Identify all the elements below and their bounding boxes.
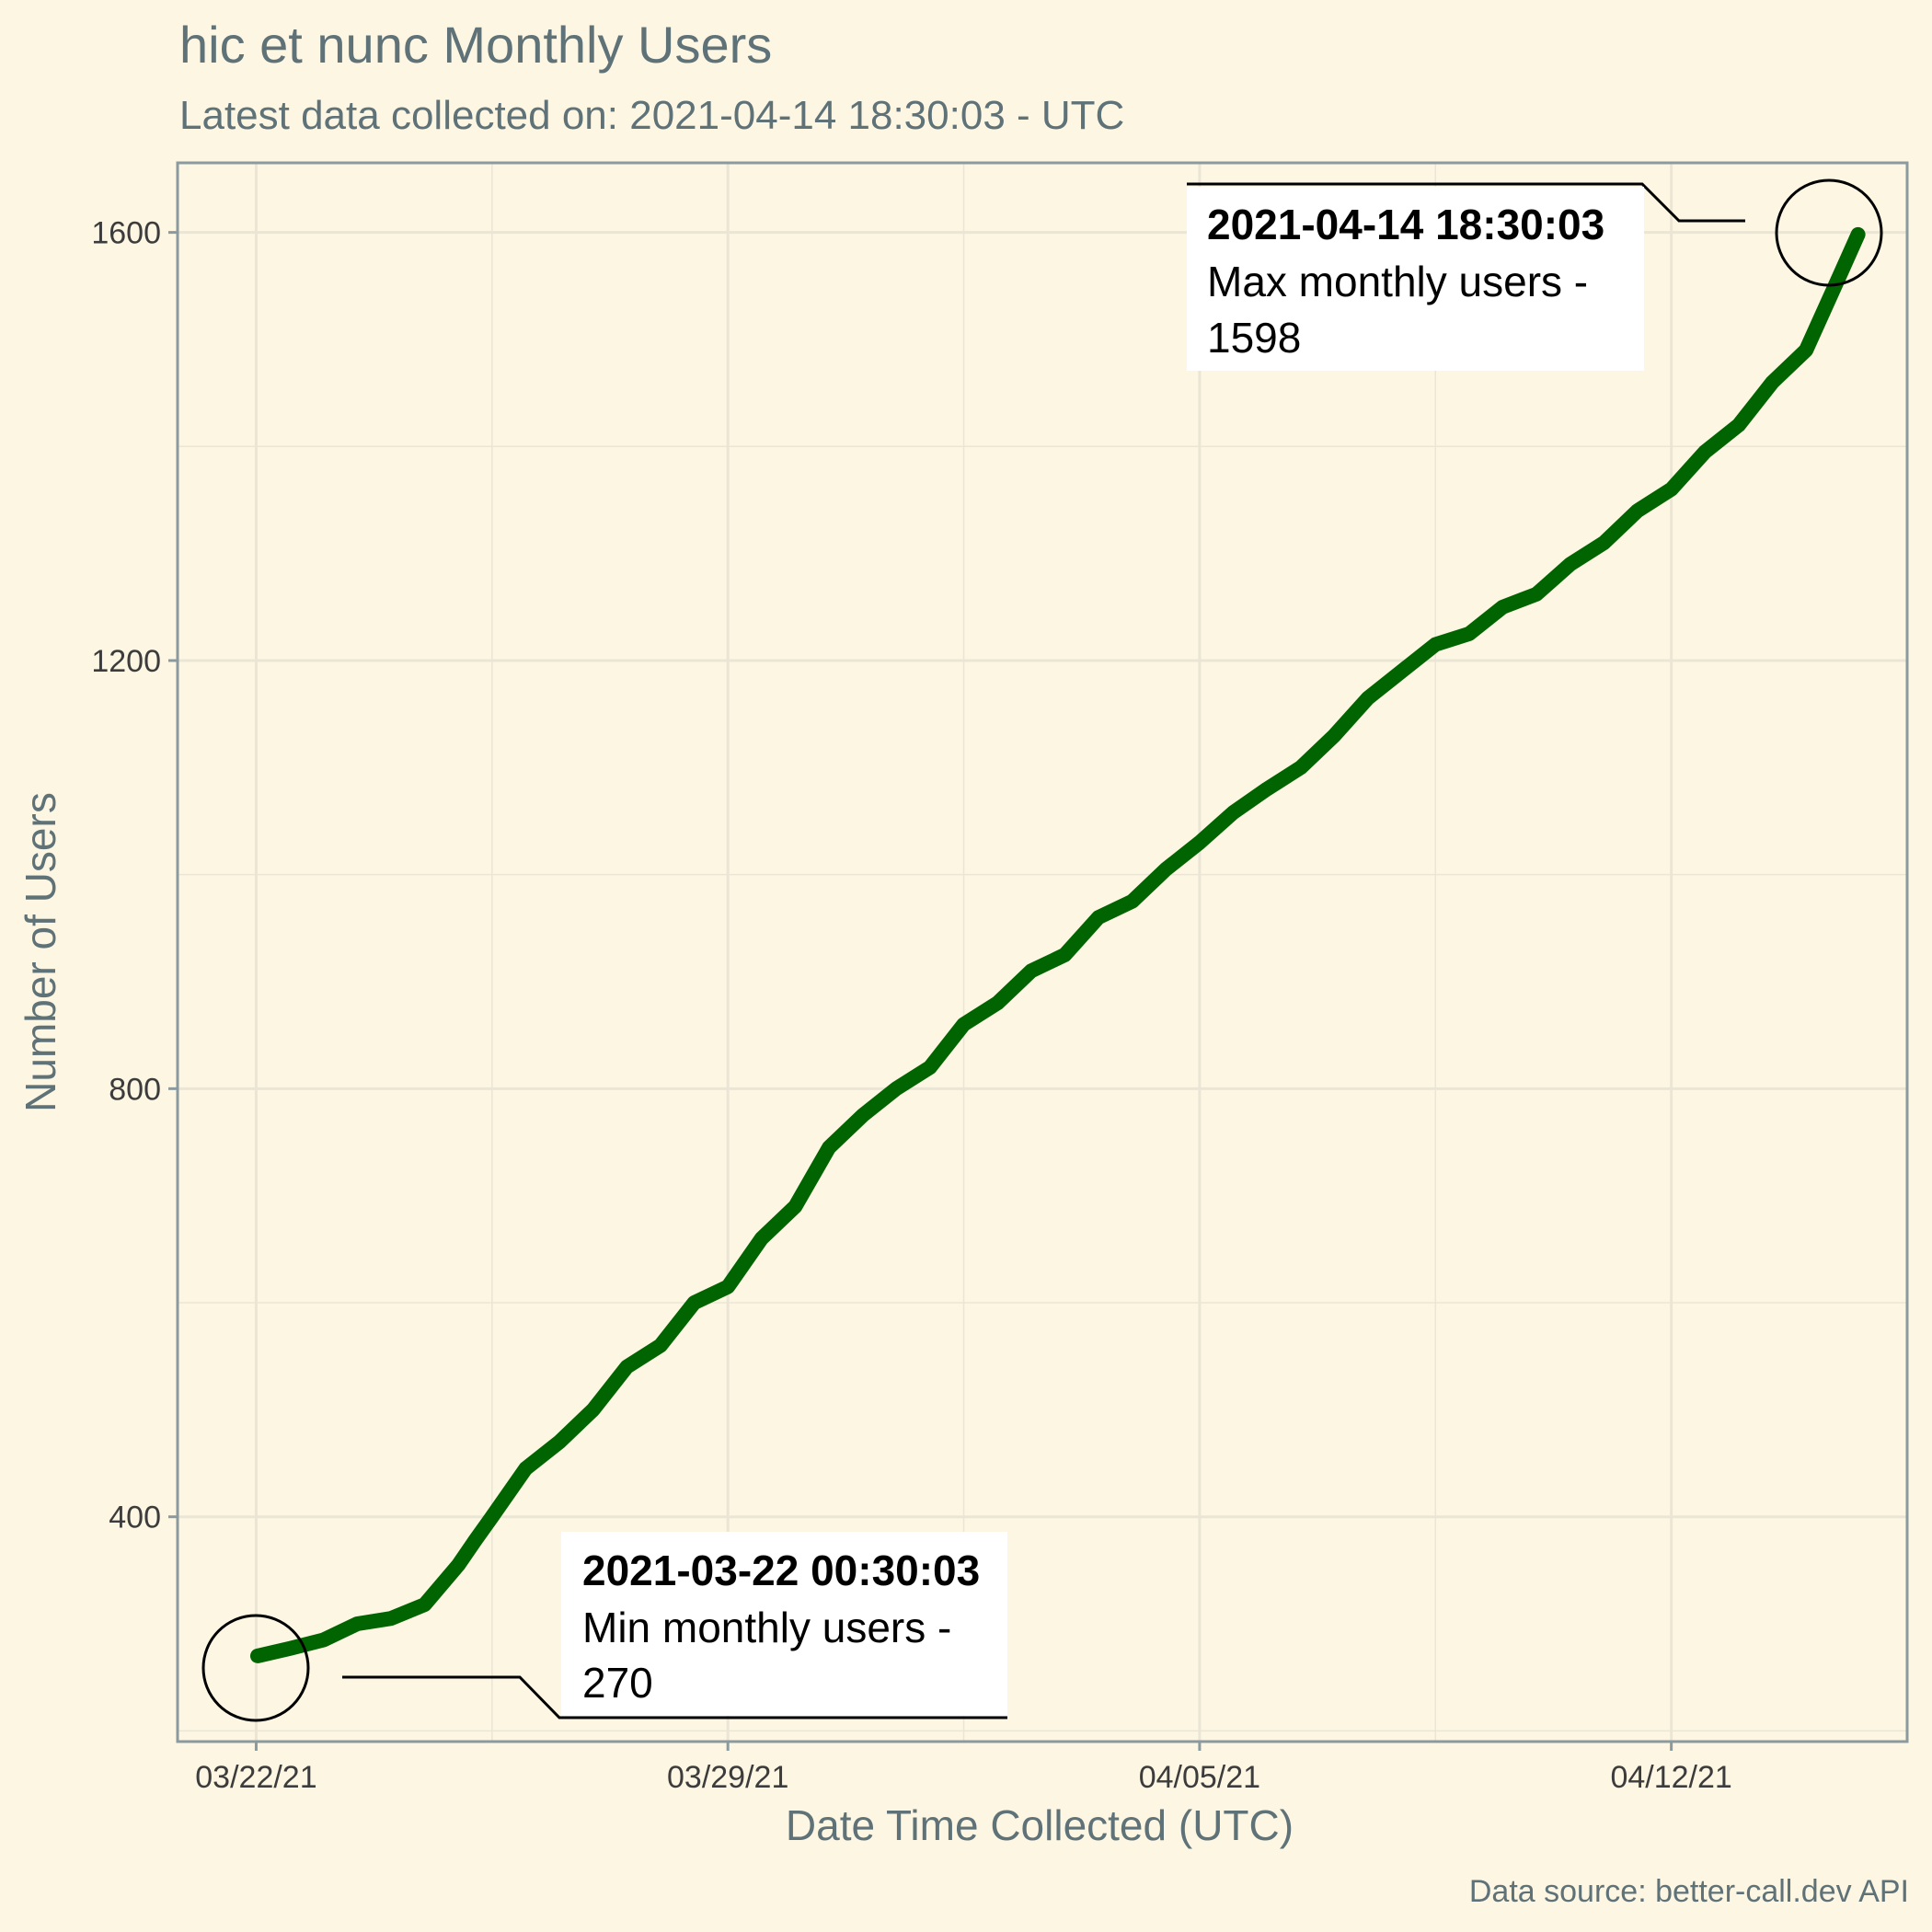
x-tick-label: 04/05/21 <box>1139 1760 1260 1795</box>
x-axis-ticks: 03/22/21 03/29/21 04/05/21 04/12/21 <box>195 1742 1732 1795</box>
max-annotation: 2021-04-14 18:30:03 Max monthly users - … <box>1187 178 1883 371</box>
min-annotation: 2021-03-22 00:30:03 Min monthly users - … <box>201 1532 1007 1722</box>
y-tick-label: 1200 <box>91 644 161 679</box>
min-annotation-line1: Min monthly users - <box>582 1604 951 1651</box>
x-axis-title: Date Time Collected (UTC) <box>786 1801 1294 1849</box>
min-annotation-connector <box>342 1675 1007 1719</box>
y-axis-title: Number of Users <box>17 792 64 1112</box>
max-annotation-connector <box>1187 182 1745 223</box>
y-axis-ticks: 400 800 1200 1600 <box>91 216 178 1535</box>
max-annotation-line1: Max monthly users - <box>1207 258 1588 305</box>
chart-subtitle: Latest data collected on: 2021-04-14 18:… <box>179 93 1124 138</box>
x-tick-label: 04/12/21 <box>1610 1760 1731 1795</box>
x-tick-label: 03/22/21 <box>195 1760 316 1795</box>
data-source-caption: Data source: better-call.dev API <box>1469 1874 1909 1909</box>
max-annotation-value: 1598 <box>1207 314 1301 362</box>
min-annotation-box <box>561 1532 1007 1716</box>
min-point-circle <box>201 1614 310 1722</box>
min-annotation-label: 2021-03-22 00:30:03 <box>582 1547 980 1594</box>
series-line-monthly-users <box>250 226 1866 1663</box>
chart-title: hic et nunc Monthly Users <box>179 16 772 74</box>
plot-panel-border <box>176 161 1909 1743</box>
y-tick-label: 800 <box>109 1072 161 1107</box>
max-point-circle <box>1775 178 1883 287</box>
y-tick-label: 1600 <box>91 216 161 251</box>
min-annotation-value: 270 <box>582 1659 653 1707</box>
x-tick-label: 03/29/21 <box>667 1760 788 1795</box>
max-annotation-label: 2021-04-14 18:30:03 <box>1207 201 1604 248</box>
max-annotation-box <box>1187 187 1644 371</box>
y-tick-label: 400 <box>109 1501 161 1535</box>
grid-lines <box>178 163 1908 1742</box>
